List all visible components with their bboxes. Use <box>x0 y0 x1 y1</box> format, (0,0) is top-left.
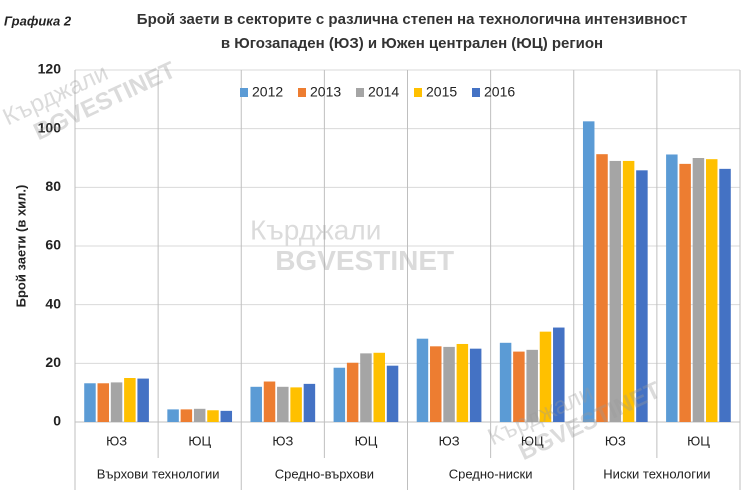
y-tick-label: 120 <box>38 61 62 77</box>
bar <box>346 362 359 422</box>
bar <box>666 154 678 423</box>
bar <box>416 338 429 422</box>
y-tick-label: 80 <box>45 178 61 194</box>
bar <box>513 351 525 422</box>
group-label: Средно-върхови <box>275 466 374 481</box>
legend-swatch <box>240 88 248 97</box>
y-axis-label: Брой заети (в хил.) <box>13 185 28 308</box>
x-tick-label: ЮЗ <box>605 433 626 448</box>
bar <box>430 346 442 422</box>
bar <box>220 410 233 422</box>
group-label: Върхови технологии <box>97 466 220 481</box>
x-tick-label: ЮЗ <box>272 433 293 448</box>
bar <box>526 349 538 422</box>
bar <box>207 410 219 422</box>
legend-label: 2016 <box>484 84 515 100</box>
chart-title: в Югозападен (ЮЗ) и Южен централен (ЮЦ) … <box>221 35 603 52</box>
bar <box>469 348 482 422</box>
bar <box>622 160 635 422</box>
y-tick-label: 20 <box>45 354 61 370</box>
bar <box>373 352 385 422</box>
bar <box>596 154 608 423</box>
bar <box>539 331 552 422</box>
bar <box>250 386 262 422</box>
legend-label: 2014 <box>368 84 399 100</box>
legend-swatch <box>472 88 480 97</box>
legend-label: 2015 <box>426 84 457 100</box>
y-tick-label: 40 <box>45 295 61 311</box>
y-tick-label: 60 <box>45 237 61 253</box>
watermark-text: BGVESTINET <box>275 245 454 276</box>
bar <box>692 158 705 422</box>
bar <box>303 383 316 422</box>
legend-label: 2012 <box>252 84 283 100</box>
bar <box>290 387 302 422</box>
bar <box>84 383 96 422</box>
chart-title: Брой заети в секторите с различна степен… <box>137 11 687 28</box>
bar <box>719 168 731 422</box>
legend-swatch <box>298 88 306 97</box>
bar <box>582 121 595 422</box>
bar <box>553 327 565 422</box>
x-tick-label: ЮЗ <box>106 433 127 448</box>
x-tick-label: ЮЦ <box>355 433 378 448</box>
x-tick-label: ЮЦ <box>687 433 710 448</box>
x-tick-label: ЮЗ <box>439 433 460 448</box>
bar <box>679 163 691 422</box>
bar <box>124 378 136 422</box>
bar <box>333 367 346 422</box>
bar <box>456 343 469 422</box>
bar <box>705 159 718 422</box>
group-label: Ниски технологии <box>603 466 710 481</box>
watermark-text: Кърджали <box>250 214 381 245</box>
x-tick-label: ЮЦ <box>188 433 211 448</box>
legend-swatch <box>356 88 364 97</box>
y-tick-label: 100 <box>38 119 62 135</box>
bar <box>137 378 149 422</box>
bar <box>167 409 179 422</box>
legend-label: 2013 <box>310 84 341 100</box>
bar <box>443 346 455 422</box>
group-label: Средно-ниски <box>449 466 533 481</box>
bar <box>386 365 399 422</box>
chart-label: Графика 2 <box>4 13 72 28</box>
bar <box>360 353 372 422</box>
x-tick-label: ЮЦ <box>521 433 544 448</box>
legend-swatch <box>414 88 422 97</box>
bar <box>180 409 193 422</box>
bar <box>277 386 289 422</box>
bar <box>97 383 110 422</box>
y-tick-label: 0 <box>53 413 61 429</box>
bar <box>263 381 276 422</box>
bar <box>499 342 512 422</box>
bar <box>110 382 123 422</box>
bar <box>193 408 206 422</box>
bar <box>609 160 622 422</box>
bar <box>636 170 648 422</box>
